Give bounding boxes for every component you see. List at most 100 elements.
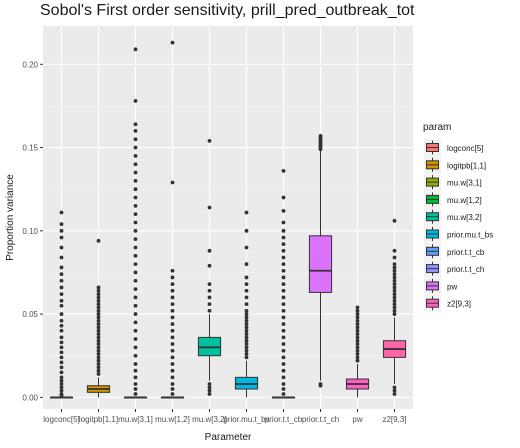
outlier-point [96,285,101,290]
outlier-point [281,315,286,320]
legend-label: pw [447,282,457,291]
outlier-point [207,388,212,393]
outlier-point [59,285,64,290]
outlier-point [281,302,286,306]
outlier-point [96,342,101,346]
outlier-point [355,305,360,310]
x-tick-label: prior.mu.t_bs [223,415,269,424]
box-logconc-5- [49,210,74,399]
outlier-point [355,325,360,330]
outlier-point [96,362,101,366]
outlier-point [133,245,138,250]
outlier-point [133,278,138,283]
outlier-point [59,350,64,355]
outlier-point [170,315,175,320]
outlier-point [96,292,101,296]
outlier-point [133,129,138,133]
outlier-point [281,335,286,340]
outlier-point [133,270,138,275]
outlier-point [244,348,249,353]
x-tick-label: prior.t.t_ch [302,415,339,424]
outlier-point [392,288,397,293]
outlier-point [244,328,249,333]
outlier-point [59,272,64,277]
outlier-point [392,298,397,303]
outlier-point [133,178,138,183]
outlier-point [133,295,138,300]
outlier-point [59,382,64,386]
outlier-point [133,195,138,200]
outlier-point [281,288,286,293]
y-tick-label: 0.00 [22,393,38,402]
outlier-point [96,365,101,370]
outlier-point [96,348,101,353]
chart-title: Sobol's First order sensitivity, prill_p… [40,2,415,19]
outlier-point [170,335,175,340]
outlier-point [281,348,286,353]
outlier-point [170,302,175,306]
y-axis-title: Proportion variance [5,174,16,261]
outlier-point [96,312,101,316]
outlier-point [244,322,249,326]
outlier-point [207,248,212,253]
outlier-point [133,170,138,175]
outlier-point [170,328,175,333]
outlier-point [96,325,101,330]
outlier-point [281,242,286,247]
outlier-point [170,387,175,391]
x-tick-label: prior.t.t_cb [265,415,303,424]
outlier-point [281,268,286,273]
legend-item: prior.t.t_cb [424,242,485,260]
outlier-point [59,328,64,333]
outlier-point [133,303,138,308]
outlier-point [207,139,212,143]
box-pw [345,305,370,398]
outlier-point [244,312,249,316]
outlier-point [392,308,397,313]
legend-item: pw [424,277,457,295]
outlier-point [355,352,360,356]
x-tick-label: logitpb[1,1] [79,415,118,424]
outlier-point [392,265,397,270]
outlier-point [281,220,286,225]
outlier-point [170,392,175,396]
outlier-point [392,392,397,396]
legend-label: logconc[5] [447,144,483,153]
outlier-point [281,235,286,240]
outlier-point [244,308,249,313]
outlier-point [170,342,175,346]
legend-item: prior.t.t_ch [424,260,484,278]
outlier-point [281,195,286,200]
outlier-point [96,368,101,373]
outlier-point [207,382,212,386]
outlier-point [59,365,64,370]
outlier-point [355,315,360,320]
outlier-point [133,153,138,158]
outlier-point [355,318,360,323]
outlier-point [281,322,286,326]
outlier-point [281,368,286,373]
outlier-point [133,320,138,325]
outlier-point [96,238,101,243]
outlier-point [281,382,286,386]
legend-label: logitpb[1,1] [447,161,486,170]
legend-label: mu.w[3,2] [447,213,482,222]
outlier-point [59,392,64,396]
outlier-point [59,235,64,240]
outlier-point [281,168,286,173]
outlier-point [244,335,249,340]
box-z2-9-3- [382,218,407,396]
outlier-point [392,255,397,260]
outlier-point [281,208,286,213]
outlier-point [59,245,64,250]
outlier-point [170,295,175,300]
outlier-point [207,308,212,313]
y-tick-label: 0.10 [22,227,38,236]
outlier-point [96,332,101,336]
outlier-point [281,262,286,267]
outlier-point [133,212,138,217]
outlier-point [392,292,397,296]
legend-item: mu.w[3,1] [424,173,482,191]
outlier-point [392,275,397,280]
